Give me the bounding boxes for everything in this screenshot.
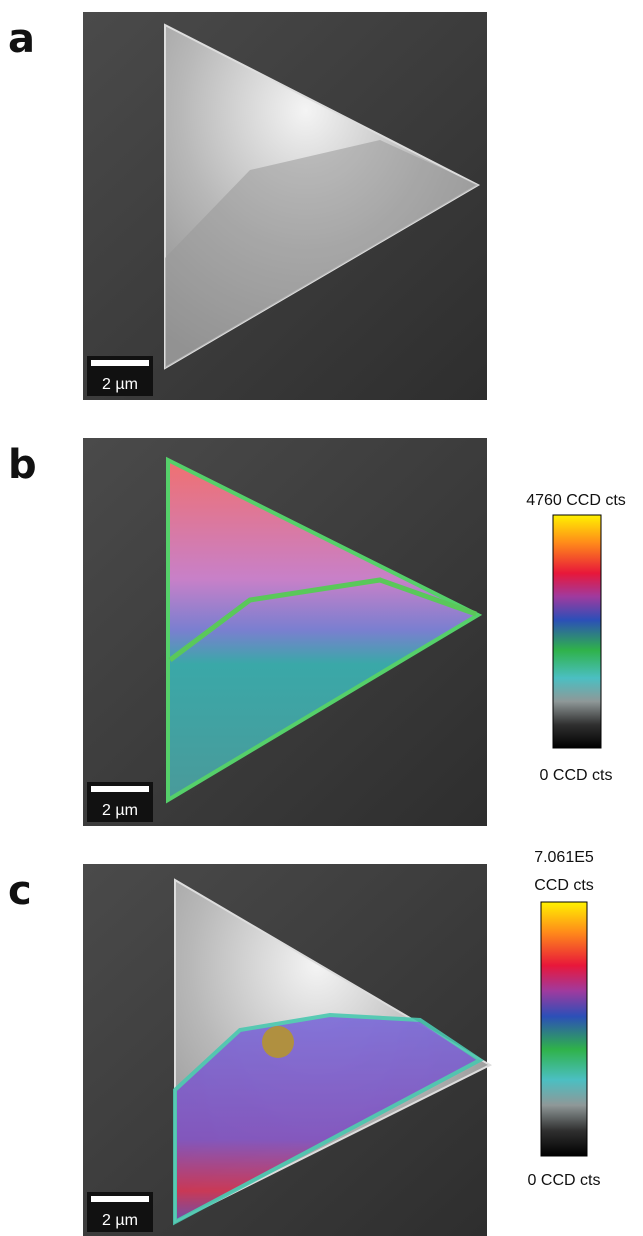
scale-bar: [91, 1196, 149, 1202]
colorbar-unit-label: CCD cts: [534, 877, 594, 894]
colorbar: [552, 514, 602, 749]
scale-bar-label: 2 µm: [102, 376, 138, 393]
flake-region: [165, 140, 478, 368]
scale-bar-label: 2 µm: [102, 1212, 138, 1229]
colorbar-min-label: 0 CCD cts: [540, 767, 613, 784]
panel-label: c: [8, 868, 32, 914]
raman-map: [173, 1012, 484, 1226]
colorbar-max-label: 4760 CCD cts: [526, 492, 626, 509]
panel-label: b: [8, 442, 37, 488]
colorbar-min-label: 0 CCD cts: [528, 1172, 601, 1189]
colorbar: [540, 901, 588, 1157]
hotspot: [262, 1026, 294, 1058]
boundary: [168, 577, 477, 662]
colorbar-max-label: 7.061E5: [534, 849, 594, 866]
raman-map: [166, 456, 483, 804]
scale-bar-label: 2 µm: [102, 802, 138, 819]
scale-bar: [91, 360, 149, 366]
scale-bar: [91, 786, 149, 792]
panel-label: a: [8, 16, 35, 62]
